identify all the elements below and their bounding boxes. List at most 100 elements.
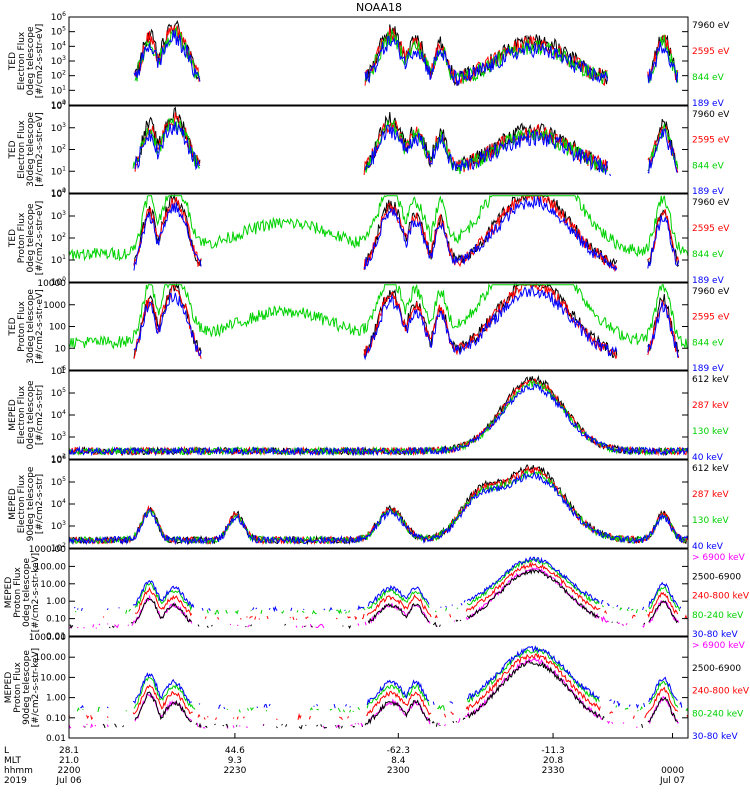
series-2595-ev: [135, 113, 680, 176]
panel-frame: [68, 548, 689, 637]
legend-entry: 844 eV: [692, 250, 725, 260]
y-axis-label: TEDElectron Flux0deg telescope[#/cm2-s-s…: [8, 24, 45, 99]
y-tick-label: 0.10: [46, 714, 66, 724]
legend-entry: 2595 eV: [692, 47, 730, 57]
y-tick-label: 101: [51, 165, 66, 177]
series-189-ev: [133, 285, 680, 361]
x-tick-label: 8.4: [391, 756, 406, 766]
y-tick-label: 103: [51, 431, 66, 443]
legend-entry: 2500-6900: [692, 664, 741, 674]
panel-8-series: [69, 647, 688, 729]
y-tick-label: 1.00: [46, 597, 66, 607]
y-tick-label: 0.01: [46, 734, 66, 744]
y-tick-label: 1.00: [46, 694, 66, 704]
y-tick-label: 105: [51, 476, 66, 488]
y-tick-label: 101: [51, 84, 66, 96]
series-40-kev: [69, 470, 688, 546]
x-tick-label: 0000: [661, 766, 684, 776]
series-287-kev: [69, 378, 688, 457]
y-axis-label: MEPEDProton Flux90deg telescope[#/cm2-s-…: [4, 648, 41, 727]
x-tick-label: Jul 06: [55, 776, 81, 786]
series-844-ev: [132, 118, 679, 175]
panel-5-series: [69, 374, 688, 457]
x-tick-label: -62.3: [387, 746, 410, 756]
y-tick-label: 102: [51, 232, 66, 244]
x-tick-label: 2200: [58, 766, 81, 776]
panel-4-series: [69, 283, 688, 361]
x-tick-label: 44.6: [225, 746, 245, 756]
y-tick-label: 105: [51, 387, 66, 399]
y-tick-label: 102: [51, 144, 66, 156]
y-tick-label: 103: [51, 210, 66, 222]
x-tick-label: 20.8: [543, 756, 563, 766]
y-tick-label: 0.10: [46, 615, 66, 625]
legend-entry: 2595 eV: [692, 136, 730, 146]
y-tick-label: 106: [51, 454, 66, 466]
y-tick-label: 0.01: [46, 632, 66, 642]
panel-6-series: [69, 464, 688, 546]
y-tick-label: 10: [55, 344, 67, 354]
legend-entry: 240-800 keV: [692, 687, 750, 697]
y-axis-label: MEPEDProton Flux0deg telescope[#/cm2-s-s…: [4, 553, 41, 632]
x-row-label: hhmm: [4, 766, 33, 776]
y-tick-label: 102: [51, 70, 66, 82]
legend-entry: 844 eV: [692, 338, 725, 348]
panel-frame: [68, 370, 689, 460]
legend-entry: 189 eV: [692, 99, 725, 109]
series-6900-kev: [69, 657, 679, 730]
series-844-ev: [69, 283, 688, 350]
legend-entry: 844 eV: [692, 161, 725, 171]
x-tick-label: 28.1: [59, 746, 79, 756]
legend-entry: 7960 eV: [692, 110, 730, 120]
x-tick-label: -11.3: [541, 746, 564, 756]
legend-entry: 30-80 keV: [692, 630, 738, 640]
legend-entry: 30-80 keV: [692, 732, 738, 742]
x-tick-label: 2330: [542, 766, 565, 776]
y-tick-label: 10.00: [40, 673, 66, 683]
panel-2-series: [132, 108, 686, 177]
legend-entry: 80-240 keV: [692, 611, 744, 621]
chart-title: NOAA18: [356, 1, 402, 14]
panel-7: 0.01 0.10 1.00 10.00 100.00 1000.00MEPEDProto…: [4, 545, 750, 642]
y-tick-label: 104: [51, 100, 66, 112]
x-row-label: L: [4, 746, 9, 756]
legend-entry: 2595 eV: [692, 313, 730, 323]
y-tick-label: 101: [51, 254, 66, 266]
series-240-800-kev: [102, 561, 688, 621]
y-tick-label: 103: [51, 122, 66, 134]
series-189-ev: [134, 121, 678, 177]
series-2595-ev: [133, 194, 680, 273]
series-7960-ev: [133, 283, 680, 359]
x-tick-label: 2230: [223, 766, 246, 776]
series-844-ev: [69, 194, 688, 262]
legend-entry: 40 keV: [692, 453, 724, 463]
y-tick-label: 103: [51, 520, 66, 532]
legend-entry: 130 keV: [692, 427, 729, 437]
legend-entry: 2500-6900: [692, 572, 741, 582]
y-tick-label: 104: [51, 409, 66, 421]
legend-entry: 189 eV: [692, 364, 725, 374]
y-tick-label: 100.00: [35, 562, 67, 572]
legend-entry: 240-800 keV: [692, 592, 750, 602]
series-80-240-kev: [75, 559, 686, 614]
x-row-label: 2019: [4, 776, 27, 786]
panel-8: 0.01 0.10 1.00 10.00 100.00 1000.00 MEPEDProto…: [4, 633, 750, 744]
series-40-kev: [69, 383, 688, 457]
x-row-label: MLT: [4, 756, 22, 766]
legend-entry: 612 keV: [692, 464, 729, 474]
x-tick-label: 21.0: [59, 756, 79, 766]
y-tick-label: 1000.00: [29, 633, 66, 643]
legend-entry: 612 keV: [692, 375, 729, 385]
legend-entry: 40 keV: [692, 542, 724, 552]
y-tick-label: 104: [51, 40, 66, 52]
legend-entry: 7960 eV: [692, 21, 730, 31]
panel-3-series: [69, 194, 688, 273]
